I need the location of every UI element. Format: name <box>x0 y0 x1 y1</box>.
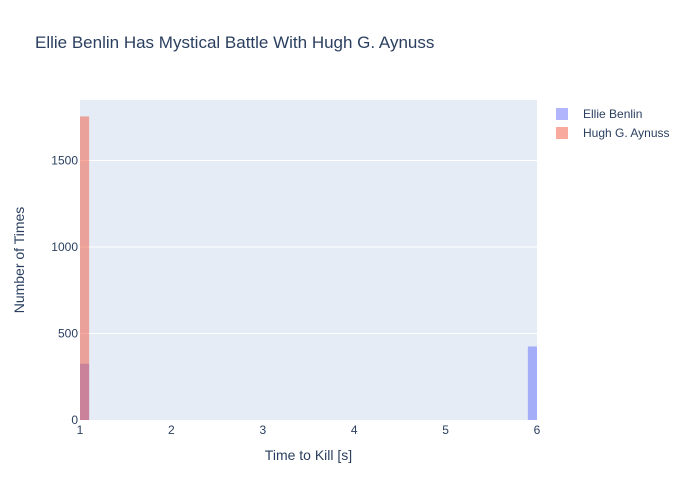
bars <box>80 116 537 420</box>
x-tick-label: 5 <box>442 423 449 437</box>
x-tick-label: 6 <box>534 423 541 437</box>
y-tick-label: 0 <box>71 413 78 427</box>
y-axis-label: Number of Times <box>11 207 27 314</box>
legend-swatch-hugh-aynuss <box>556 126 568 139</box>
y-tick-label: 1500 <box>51 154 78 168</box>
plot-background <box>80 100 537 420</box>
x-tick-label: 4 <box>351 423 358 437</box>
x-tick-label: 1 <box>77 423 84 437</box>
bar-hugh-aynuss[interactable] <box>80 116 90 420</box>
gridlines <box>80 160 537 335</box>
chart-title: Ellie Benlin Has Mystical Battle With Hu… <box>35 33 435 52</box>
legend-swatch-ellie-benlin <box>556 107 568 120</box>
legend-item-ellie-benlin[interactable]: Ellie Benlin <box>556 104 670 123</box>
y-tick-label: 1000 <box>51 240 78 254</box>
legend-item-hugh-aynuss[interactable]: Hugh G. Aynuss <box>556 123 670 142</box>
legend: Ellie Benlin Hugh G. Aynuss <box>556 104 670 142</box>
x-axis-label: Time to Kill [s] <box>265 447 352 463</box>
x-tick-label: 2 <box>168 423 175 437</box>
y-axis-ticks: 0 500 1000 1500 <box>51 154 78 427</box>
y-tick-label: 500 <box>58 327 78 341</box>
x-tick-label: 3 <box>259 423 266 437</box>
bar-ellie-benlin[interactable] <box>527 346 537 420</box>
legend-label-ellie-benlin: Ellie Benlin <box>583 106 643 121</box>
legend-label-hugh-aynuss: Hugh G. Aynuss <box>583 125 670 140</box>
x-axis-ticks: 1 2 3 4 5 6 <box>77 423 541 437</box>
